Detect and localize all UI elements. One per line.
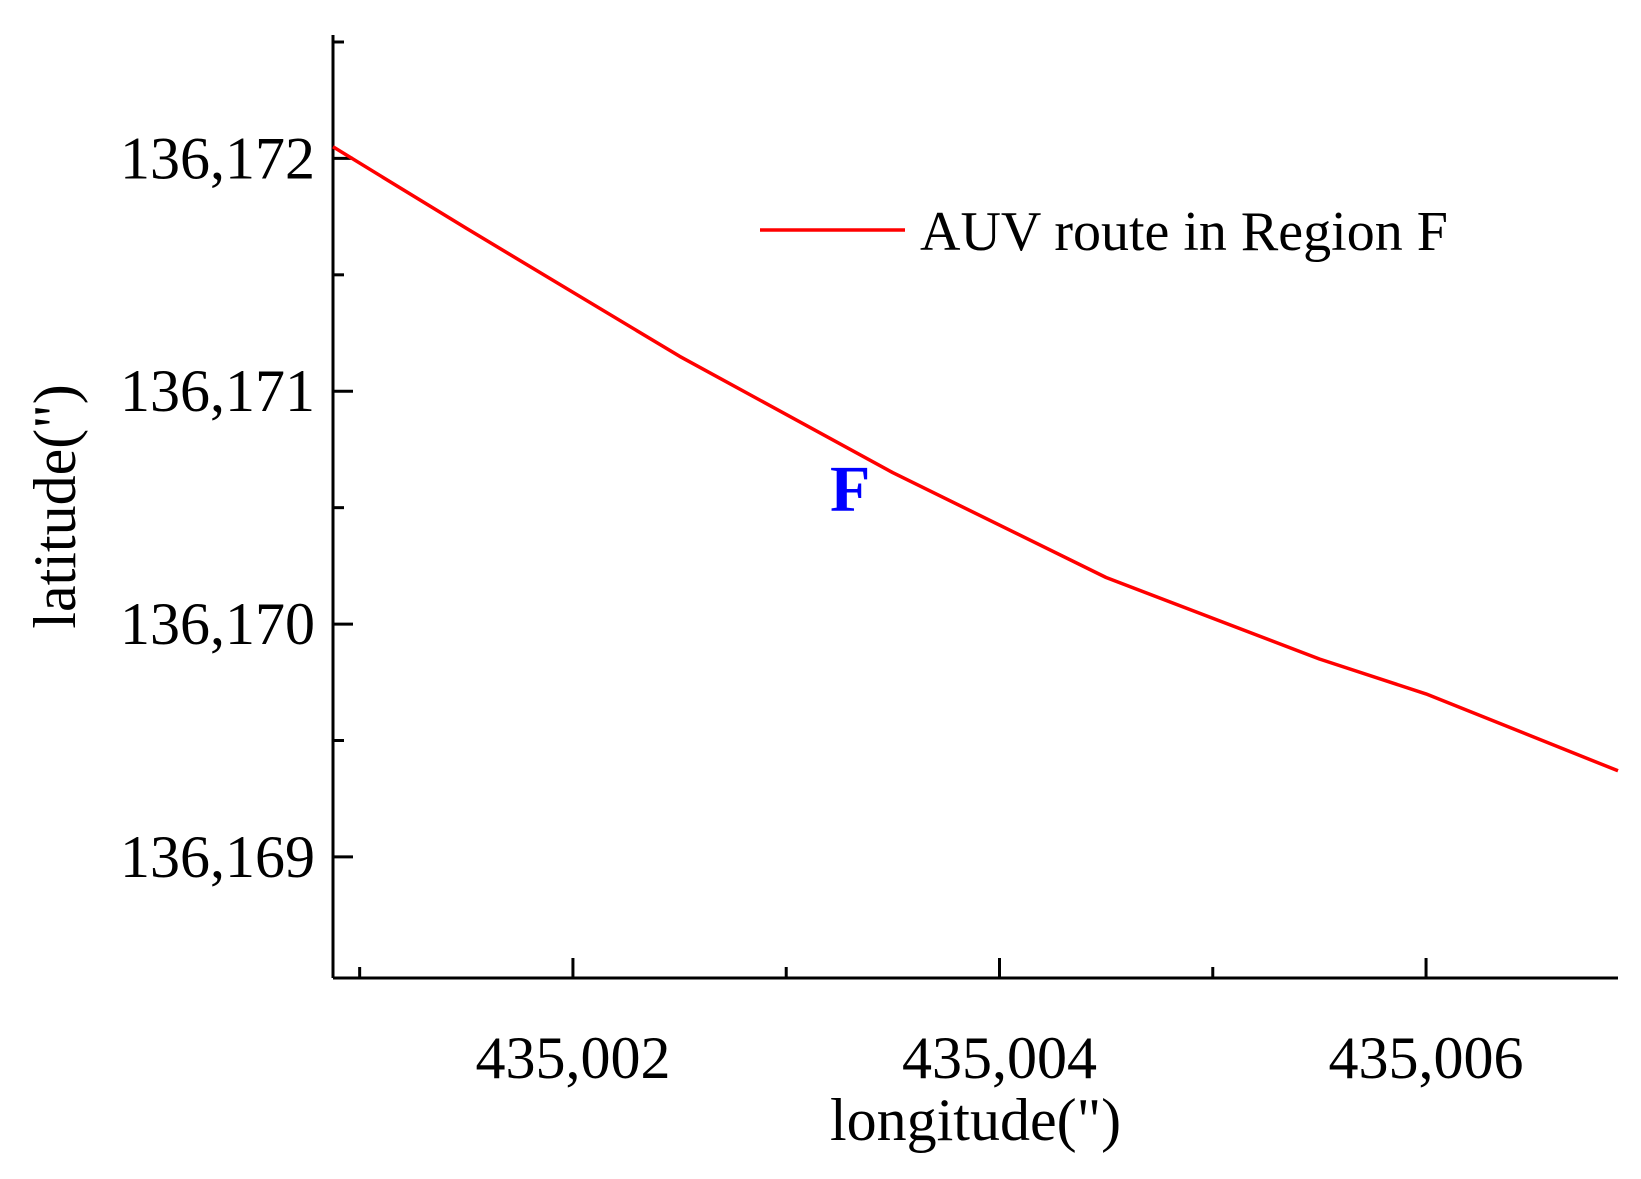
y-tick-label: 136,172 — [120, 125, 315, 191]
y-axis-ticks: 136,169 136,170 136,171 136,172 — [120, 40, 353, 890]
x-tick-label: 435,004 — [902, 1025, 1097, 1091]
x-tick-label: 435,002 — [475, 1025, 670, 1091]
y-axis-title: latitude(") — [22, 384, 88, 628]
y-tick-label: 136,169 — [120, 824, 315, 890]
axes — [331, 35, 1618, 980]
x-axis-title: longitude(") — [830, 1087, 1121, 1153]
y-tick-label: 136,170 — [120, 591, 315, 657]
series-layer — [332, 145, 1619, 773]
region-annotation: F — [830, 453, 870, 526]
legend-label-auv-route: AUV route in Region F — [920, 201, 1448, 263]
series-line-auv-route — [332, 145, 1619, 773]
x-tick-label: 435,006 — [1329, 1025, 1524, 1091]
x-axis-ticks: 435,002 435,004 435,006 — [358, 958, 1524, 1091]
y-tick-label: 136,171 — [120, 358, 315, 424]
legend: AUV route in Region F — [760, 201, 1448, 263]
